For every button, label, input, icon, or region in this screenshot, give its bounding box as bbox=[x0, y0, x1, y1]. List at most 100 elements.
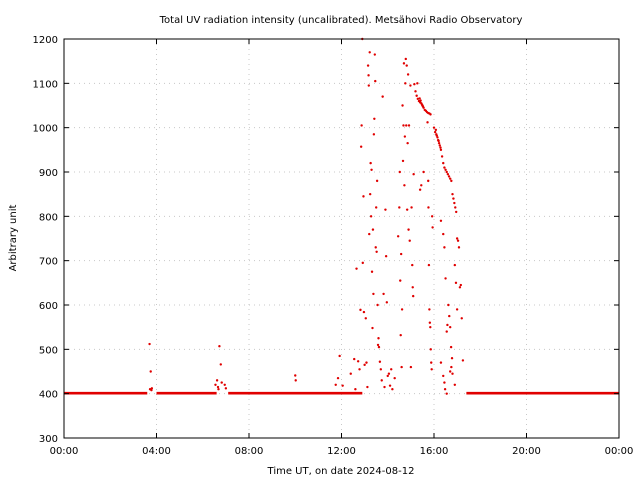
data-point bbox=[427, 179, 430, 183]
data-point bbox=[294, 374, 297, 377]
data-point bbox=[430, 215, 434, 218]
data-point bbox=[430, 361, 433, 364]
data-point bbox=[359, 145, 363, 148]
data-point bbox=[411, 286, 414, 289]
data-point bbox=[458, 286, 462, 289]
y-tick-label: 1000 bbox=[33, 124, 58, 135]
data-point bbox=[220, 381, 223, 384]
y-tick-label: 1100 bbox=[33, 79, 58, 90]
data-point bbox=[405, 208, 409, 211]
data-point bbox=[367, 74, 370, 77]
data-point bbox=[450, 179, 453, 183]
data-point bbox=[454, 206, 457, 209]
data-point bbox=[376, 303, 379, 307]
data-point bbox=[403, 135, 407, 138]
data-point bbox=[411, 263, 414, 267]
data-point bbox=[407, 228, 410, 231]
y-axis: 300 400 500 600 700 800 900 1000 1100 1200 bbox=[33, 35, 619, 445]
data-point bbox=[454, 281, 458, 285]
y-tick-label: 900 bbox=[39, 168, 58, 179]
data-point bbox=[415, 94, 418, 97]
x-tick-label: 20:00 bbox=[512, 446, 541, 457]
data-point bbox=[455, 237, 459, 240]
data-point bbox=[431, 226, 434, 229]
data-point bbox=[452, 197, 455, 200]
data-point bbox=[368, 192, 372, 196]
data-point bbox=[420, 184, 423, 187]
y-tick-label: 1200 bbox=[33, 35, 58, 46]
data-point bbox=[371, 228, 375, 231]
data-point bbox=[368, 51, 371, 54]
data-point bbox=[354, 388, 357, 391]
data-point bbox=[391, 388, 394, 391]
data-point bbox=[414, 90, 417, 93]
data-point bbox=[216, 385, 220, 389]
data-point bbox=[400, 308, 404, 311]
data-point bbox=[362, 195, 365, 198]
data-point bbox=[217, 388, 220, 391]
data-point bbox=[361, 261, 364, 265]
plot-frame bbox=[63, 38, 620, 439]
data-point bbox=[406, 73, 410, 76]
data-point bbox=[374, 246, 377, 249]
data-point bbox=[444, 168, 447, 171]
data-point bbox=[443, 166, 446, 169]
data-point bbox=[411, 294, 415, 298]
data-point bbox=[372, 292, 375, 296]
data-point bbox=[442, 374, 445, 378]
data-point bbox=[438, 144, 441, 147]
data-point bbox=[446, 173, 450, 176]
y-tick-label: 800 bbox=[39, 212, 58, 223]
data-point bbox=[356, 360, 360, 363]
data-point bbox=[377, 345, 381, 349]
data-point bbox=[214, 383, 217, 386]
y-tick-label: 700 bbox=[39, 257, 58, 268]
data-point bbox=[400, 365, 403, 369]
data-point bbox=[447, 303, 450, 307]
data-point bbox=[403, 184, 406, 187]
data-point bbox=[364, 317, 367, 320]
data-point bbox=[398, 206, 401, 209]
data-point bbox=[375, 179, 379, 183]
data-point bbox=[409, 84, 412, 87]
data-point bbox=[449, 345, 453, 349]
data-point bbox=[366, 64, 370, 67]
data-point bbox=[435, 134, 438, 137]
data-point bbox=[409, 365, 413, 369]
data-point bbox=[418, 188, 422, 191]
data-point bbox=[419, 99, 422, 102]
data-point bbox=[341, 384, 344, 387]
data-point bbox=[443, 246, 446, 249]
data-point bbox=[336, 376, 340, 380]
chart-title: Total UV radiation intensity (uncalibrat… bbox=[159, 15, 523, 26]
data-point bbox=[377, 337, 380, 340]
data-point bbox=[445, 392, 448, 395]
data-point bbox=[439, 146, 442, 149]
data-point bbox=[396, 235, 400, 238]
data-point bbox=[385, 301, 389, 304]
data-point bbox=[429, 325, 432, 329]
data-point bbox=[444, 277, 447, 280]
data-point bbox=[294, 379, 297, 382]
y-tick-label: 300 bbox=[39, 434, 58, 445]
data-point bbox=[383, 385, 386, 389]
data-point bbox=[371, 326, 374, 330]
data-point bbox=[451, 372, 454, 375]
data-point bbox=[459, 283, 463, 287]
data-point bbox=[439, 361, 443, 364]
data-point bbox=[388, 384, 392, 387]
data-point bbox=[421, 105, 425, 108]
data-point bbox=[355, 267, 358, 270]
data-point bbox=[450, 357, 454, 360]
data-point bbox=[437, 141, 441, 145]
data-point bbox=[390, 368, 393, 371]
data-point bbox=[370, 270, 374, 273]
x-axis-label: Time UT, on date 2024-08-12 bbox=[267, 466, 415, 477]
data-point bbox=[408, 239, 411, 242]
data-point bbox=[368, 232, 371, 236]
data-point bbox=[447, 175, 451, 178]
data-point bbox=[427, 263, 431, 267]
data-point bbox=[398, 170, 401, 174]
